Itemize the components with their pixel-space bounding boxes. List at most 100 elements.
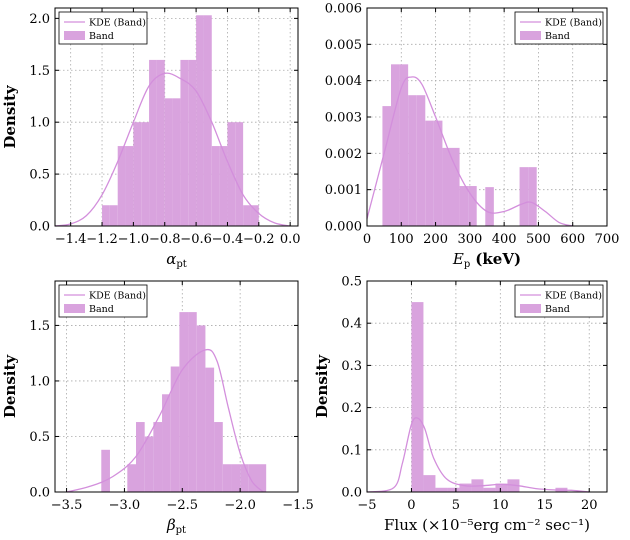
x-tick-label: −3.0 <box>109 498 141 513</box>
legend-band-swatch <box>64 304 85 313</box>
histogram-bar <box>240 464 249 492</box>
axes-frame <box>54 7 299 227</box>
legend-band-label: Band <box>89 304 114 315</box>
legend: KDE (Band) Band <box>58 284 148 318</box>
x-tick-label: 300 <box>457 232 482 247</box>
histogram-bar <box>442 147 451 226</box>
histogram-bar <box>196 15 204 227</box>
y-tick-label: 0.005 <box>325 38 362 53</box>
axes-frame <box>366 280 608 493</box>
legend-band-label: Band <box>545 304 570 315</box>
x-tick-label: 500 <box>526 232 551 247</box>
y-tick-label: 0.4 <box>341 317 362 332</box>
histogram-bar <box>109 205 118 226</box>
legend-kde-label: KDE (Band) <box>545 18 602 29</box>
x-tick-label: 10 <box>492 498 509 513</box>
histogram-bar <box>250 205 259 226</box>
histogram-bar <box>435 487 448 492</box>
histogram-bar <box>423 475 436 492</box>
histogram-bar <box>257 464 267 492</box>
x-tick-label: −3.5 <box>51 498 83 513</box>
x-tick-label: 400 <box>492 232 517 247</box>
x-tick-label: 0 <box>407 498 415 513</box>
histogram-bar <box>447 487 460 492</box>
histogram-bar <box>162 394 171 492</box>
y-axis-label: Density <box>313 354 331 419</box>
histogram-bar <box>102 205 110 226</box>
kde-curve <box>66 348 264 493</box>
y-tick-label: 1.0 <box>29 374 50 389</box>
y-tick-label: 0.004 <box>325 74 362 89</box>
x-tick-label: −0.6 <box>180 232 212 247</box>
y-tick-label: 0.0 <box>29 220 50 235</box>
histogram-bar <box>141 122 150 226</box>
histogram-bar <box>391 64 400 226</box>
histogram-bar <box>483 487 496 492</box>
panel-top-right: 0 100 200 300 400 500 600 700 0.000 0.001 0.002 0.0… <box>325 2 620 271</box>
y-tick-label: 0.006 <box>325 2 362 17</box>
histogram-bar <box>219 146 228 226</box>
y-tick-label: 0.5 <box>29 430 50 445</box>
histogram-bar <box>188 312 197 492</box>
y-tick-label: 0.000 <box>325 220 362 235</box>
x-tick-label: 600 <box>560 232 585 247</box>
panel-top-left: −1.4 −1.2 −1.0 −0.8 −0.6 −0.4 −0.2 0.0 0.0 0.5 1.0… <box>1 7 301 270</box>
x-tick-label: 700 <box>595 232 620 247</box>
histogram-bar <box>459 483 472 492</box>
histogram-bar <box>243 205 251 226</box>
x-tick-label: −1.0 <box>118 232 150 247</box>
histogram-bar <box>156 59 165 227</box>
histogram-bar <box>117 146 126 226</box>
histogram-bar <box>144 436 154 492</box>
histogram-bar <box>214 422 223 492</box>
histogram-bar <box>451 147 460 226</box>
y-tick-label: 0.0 <box>29 486 50 501</box>
histogram-bar <box>399 64 409 226</box>
x-axis-label: Ep (keV) <box>452 250 521 270</box>
histogram-bar <box>459 186 469 226</box>
histogram-bar <box>222 464 232 492</box>
histogram-bar <box>149 59 157 227</box>
histogram-bar <box>136 422 145 492</box>
histogram-bar <box>125 146 134 226</box>
histogram-bar <box>416 95 426 226</box>
histogram-bar <box>231 464 241 492</box>
y-tick-label: 0.5 <box>341 275 362 290</box>
y-tick-label: 1.5 <box>29 319 50 334</box>
histogram-bar <box>101 449 110 492</box>
legend-kde-label: KDE (Band) <box>89 18 146 29</box>
legend-band-label: Band <box>545 31 570 42</box>
kde-curve <box>54 72 291 227</box>
histogram-bar <box>235 122 244 226</box>
x-axis-label: βpt <box>166 516 186 536</box>
y-tick-label: 1.0 <box>29 116 50 131</box>
y-tick-label: 0.1 <box>341 443 362 458</box>
y-axis-label: Density <box>1 354 19 419</box>
histogram-bar <box>133 122 142 226</box>
x-tick-label: −0.4 <box>212 232 244 247</box>
histogram-bar <box>188 59 197 227</box>
histogram-bar <box>408 95 417 226</box>
panel-bottom-left: −3.5 −3.0 −2.5 −2.0 −1.5 0.0 0.5 1.0 1.5 βpt Densi… <box>1 280 314 536</box>
y-tick-label: 0.002 <box>325 147 362 162</box>
legend-band-swatch <box>520 304 541 313</box>
histogram-bar <box>153 422 163 492</box>
x-tick-label: −5 <box>357 498 376 513</box>
histogram-bar <box>179 312 189 492</box>
y-tick-label: 1.5 <box>29 64 50 79</box>
x-tick-label: 15 <box>537 498 554 513</box>
axes-frame <box>54 280 299 493</box>
histogram-bar <box>468 186 477 226</box>
x-tick-label: −2.0 <box>224 498 256 513</box>
histogram-bar <box>164 98 173 226</box>
x-axis-label: αpt <box>166 250 187 270</box>
y-tick-label: 0.0 <box>341 486 362 501</box>
y-axis-label: Density <box>1 84 19 149</box>
y-tick-label: 2.0 <box>29 12 50 27</box>
histogram-bar <box>382 106 391 226</box>
y-tick-label: 0.2 <box>341 401 362 416</box>
x-tick-label: 100 <box>389 232 414 247</box>
histogram-bar <box>528 167 537 226</box>
histogram-bar <box>211 146 220 226</box>
histogram-bar <box>495 483 508 492</box>
